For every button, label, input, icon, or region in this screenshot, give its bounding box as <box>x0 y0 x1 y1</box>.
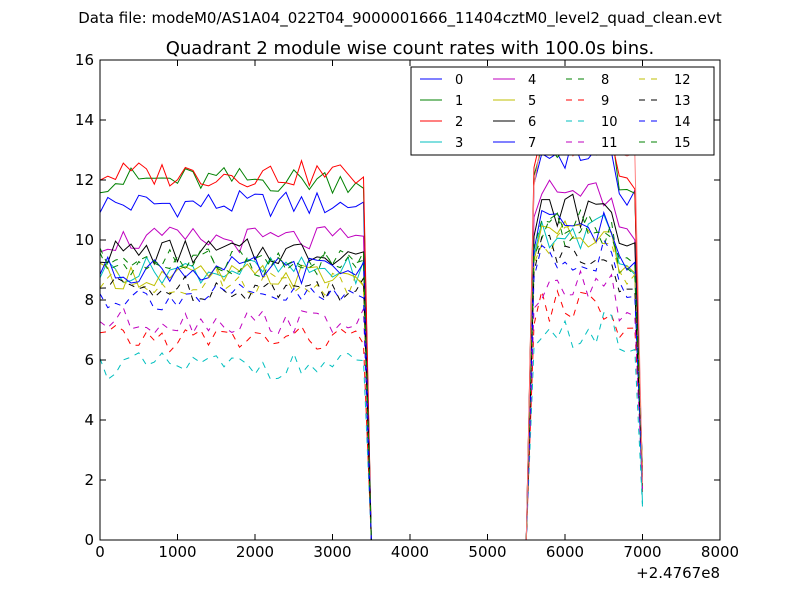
x-offset-label: +2.4767e8 <box>636 564 720 582</box>
legend-label-8: 8 <box>601 73 609 88</box>
y-tick-label: 12 <box>75 171 94 189</box>
y-tick-label: 10 <box>75 231 94 249</box>
x-tick-label: 3000 <box>313 543 351 561</box>
series-line-5 <box>99 220 643 541</box>
legend-label-6: 6 <box>528 115 536 130</box>
legend-label-0: 0 <box>455 73 463 88</box>
legend-label-7: 7 <box>528 136 536 151</box>
series-line-8 <box>99 213 643 541</box>
legend-label-4: 4 <box>528 73 536 88</box>
x-tick-label: 8000 <box>701 543 739 561</box>
legend-label-9: 9 <box>601 94 609 109</box>
x-tick-label: 2000 <box>236 543 274 561</box>
series-line-13 <box>99 234 643 541</box>
legend-label-12: 12 <box>674 73 691 88</box>
series-line-4 <box>99 179 643 541</box>
series-line-extra <box>363 95 643 541</box>
x-tick-label: 0 <box>95 543 105 561</box>
legend-label-15: 15 <box>674 136 691 151</box>
series-line-7 <box>99 209 643 541</box>
series-line-6 <box>99 193 643 541</box>
series-line-2 <box>99 115 643 541</box>
legend-label-1: 1 <box>455 94 463 109</box>
x-tick-label: 5000 <box>468 543 506 561</box>
y-tick-label: 8 <box>84 291 94 309</box>
plot-lines <box>99 95 643 541</box>
series-line-11 <box>99 269 643 541</box>
y-tick-label: 4 <box>84 411 94 429</box>
legend-label-2: 2 <box>455 115 463 130</box>
series-line-10 <box>99 312 643 541</box>
x-tick-label: 1000 <box>158 543 196 561</box>
series-line-14 <box>99 238 643 541</box>
series-line-0 <box>99 136 643 541</box>
y-tick-label: 16 <box>75 51 94 69</box>
series-line-12 <box>99 224 643 541</box>
axis-ticks: 0 1000 2000 3000 4000 5000 6000 7000 80000246810… <box>75 51 739 561</box>
legend-label-14: 14 <box>674 115 691 130</box>
x-tick-label: 7000 <box>623 543 661 561</box>
series-line-9 <box>99 289 643 541</box>
figure-header: Data file: modeM0/AS1A04_022T04_90000016… <box>78 9 722 28</box>
y-tick-label: 6 <box>84 351 94 369</box>
legend-label-3: 3 <box>455 136 463 151</box>
series-line-1 <box>99 128 643 541</box>
legend-label-13: 13 <box>674 94 691 109</box>
legend-label-11: 11 <box>601 136 618 151</box>
x-tick-label: 6000 <box>546 543 584 561</box>
series-line-15 <box>99 208 643 541</box>
y-tick-label: 2 <box>84 471 94 489</box>
chart-title: Quadrant 2 module wise count rates with … <box>166 38 655 59</box>
legend-label-10: 10 <box>601 115 618 130</box>
legend-box <box>410 66 715 156</box>
y-tick-label: 14 <box>75 111 94 129</box>
legend-label-5: 5 <box>528 94 536 109</box>
y-tick-label: 0 <box>84 531 94 549</box>
x-tick-label: 4000 <box>391 543 429 561</box>
